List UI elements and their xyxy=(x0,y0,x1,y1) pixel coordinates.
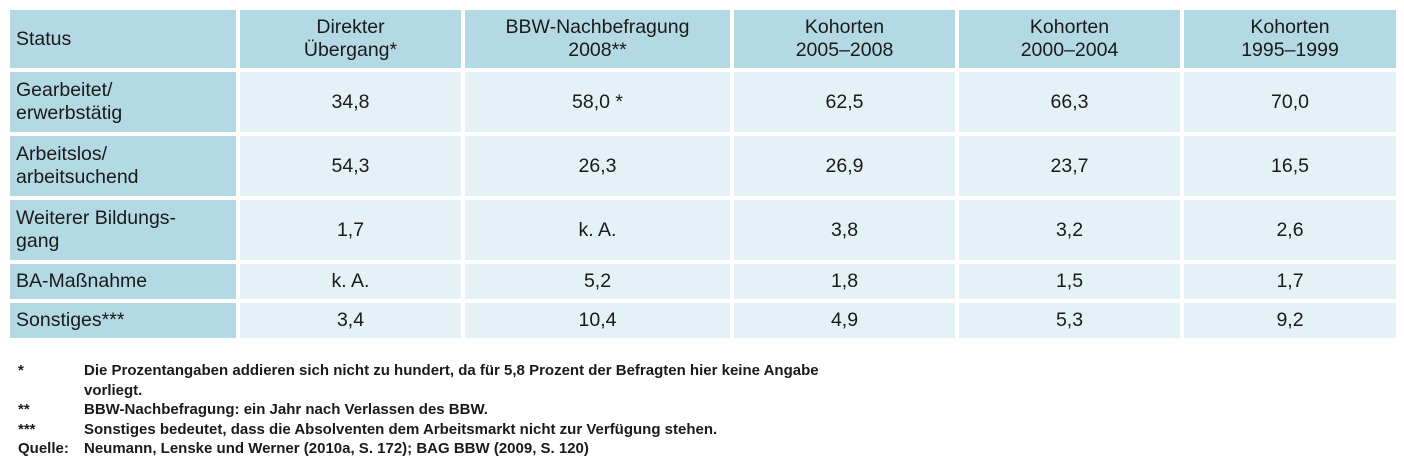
footnote-text: Die Prozentangaben addieren sich nicht z… xyxy=(84,362,819,399)
table-row: Weiterer Bildungs-gang 1,7 k. A. 3,8 3,2… xyxy=(10,200,1396,260)
table-cell: 3,8 xyxy=(734,200,955,260)
source-text: Neumann, Lenske und Werner (2010a, S. 17… xyxy=(84,440,589,457)
table-cell: 1,7 xyxy=(1184,264,1396,299)
footnote-text: BBW-Nachbefragung: ein Jahr nach Verlass… xyxy=(84,401,488,418)
table-cell: 70,0 xyxy=(1184,72,1396,132)
column-header-bbw-nachbefragung: BBW-Nachbefragung 2008** xyxy=(465,10,730,68)
table-cell: 1,5 xyxy=(959,264,1180,299)
source-note: Quelle: Neumann, Lenske und Werner (2010… xyxy=(18,439,984,459)
row-label: Arbeitslos/arbeitsuchend xyxy=(10,136,236,196)
table-cell: 5,2 xyxy=(465,264,730,299)
table-cell: 2,6 xyxy=(1184,200,1396,260)
column-header-kohorten-2005-2008: Kohorten 2005–2008 xyxy=(734,10,955,68)
footnote: * Die Prozentangaben addieren sich nicht… xyxy=(18,361,984,400)
table-row: Arbeitslos/arbeitsuchend 54,3 26,3 26,9 … xyxy=(10,136,1396,196)
table-cell: 1,7 xyxy=(240,200,461,260)
table-row: Sonstiges*** 3,4 10,4 4,9 5,3 9,2 xyxy=(10,303,1396,338)
source-label: Quelle: xyxy=(18,440,69,457)
table-cell: 4,9 xyxy=(734,303,955,338)
table-cell: 3,2 xyxy=(959,200,1180,260)
header-row: Status Direkter Übergang* BBW-Nachbefragu… xyxy=(10,10,1396,68)
footnote-mark: *** xyxy=(18,420,36,438)
footnote: ** BBW-Nachbefragung: ein Jahr nach Verl… xyxy=(18,400,984,420)
footnote: *** Sonstiges bedeutet, dass die Absolve… xyxy=(18,420,984,440)
table-cell: 1,8 xyxy=(734,264,955,299)
footnote-mark: ** xyxy=(18,401,30,418)
table-cell: 9,2 xyxy=(1184,303,1396,338)
table-row: Gearbeitet/erwerbstätig 34,8 58,0 * 62,5… xyxy=(10,72,1396,132)
footnote-mark: * xyxy=(18,362,24,379)
table-cell: 62,5 xyxy=(734,72,955,132)
table-cell: 16,5 xyxy=(1184,136,1396,196)
row-label: BA-Maßnahme xyxy=(10,264,236,299)
column-header-status: Status xyxy=(10,10,236,68)
row-label: Sonstiges*** xyxy=(10,303,236,338)
table-cell: 26,3 xyxy=(465,136,730,196)
table-cell: 54,3 xyxy=(240,136,461,196)
footnotes: * Die Prozentangaben addieren sich nicht… xyxy=(18,361,984,459)
table-cell: 34,8 xyxy=(240,72,461,132)
status-table: Status Direkter Übergang* BBW-Nachbefragu… xyxy=(6,6,1400,342)
column-header-kohorten-1995-1999: Kohorten 1995–1999 xyxy=(1184,10,1396,68)
column-header-direkter-uebergang: Direkter Übergang* xyxy=(240,10,461,68)
column-header-kohorten-2000-2004: Kohorten 2000–2004 xyxy=(959,10,1180,68)
table-cell: 26,9 xyxy=(734,136,955,196)
table-row: BA-Maßnahme k. A. 5,2 1,8 1,5 1,7 xyxy=(10,264,1396,299)
table-cell: 66,3 xyxy=(959,72,1180,132)
footnote-text: Sonstiges bedeutet, dass die Absolventen… xyxy=(84,420,718,438)
table-cell: 23,7 xyxy=(959,136,1180,196)
row-label: Weiterer Bildungs-gang xyxy=(10,200,236,260)
table-cell: k. A. xyxy=(240,264,461,299)
table-cell: 3,4 xyxy=(240,303,461,338)
row-label: Gearbeitet/erwerbstätig xyxy=(10,72,236,132)
table-cell: 5,3 xyxy=(959,303,1180,338)
table-cell: 10,4 xyxy=(465,303,730,338)
table-cell: k. A. xyxy=(465,200,730,260)
table-cell: 58,0 * xyxy=(465,72,730,132)
